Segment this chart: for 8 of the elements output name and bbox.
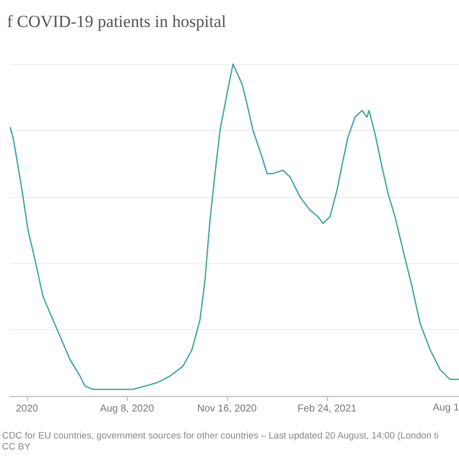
- x-tick-label: Nov 16, 2020: [197, 404, 258, 414]
- text: CDC for EU countries, government sources for other countries – Last updated 20 August, 14:00 (London ti: [2, 430, 439, 440]
- chart-title: f COVID-19 patients in hospital: [7, 12, 226, 31]
- x-tick-label: 2020: [16, 404, 39, 414]
- text: CC BY: [2, 442, 30, 452]
- x-tick-label: Aug 8, 2020: [100, 404, 154, 414]
- x-tick-label: Feb 24, 2021: [298, 404, 357, 414]
- text: Aug 1: [432, 402, 459, 414]
